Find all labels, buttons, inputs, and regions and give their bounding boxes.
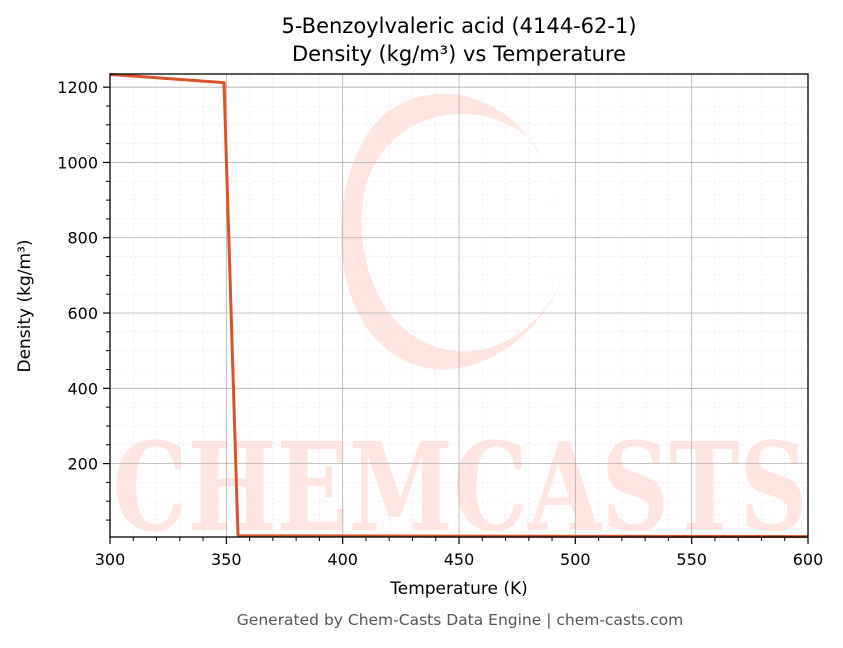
y-tick-label: 1000 <box>57 153 98 172</box>
x-tick-label: 600 <box>793 550 824 569</box>
y-tick-label: 800 <box>67 229 98 248</box>
x-tick-label: 550 <box>676 550 707 569</box>
x-tick-label: 350 <box>211 550 242 569</box>
x-axis-label: Temperature (K) <box>389 579 528 599</box>
y-tick-label: 1200 <box>57 78 98 97</box>
y-tick-label: 600 <box>67 304 98 323</box>
x-tick-label: 300 <box>95 550 126 569</box>
y-axis-ticks: 200 400 600 800 1000 1200 <box>57 78 110 521</box>
chart-subtitle: Density (kg/m³) vs Temperature <box>292 42 626 66</box>
x-tick-label: 400 <box>327 550 358 569</box>
x-tick-label: 450 <box>444 550 475 569</box>
watermark-logo <box>340 93 568 370</box>
x-tick-label: 500 <box>560 550 591 569</box>
y-tick-label: 400 <box>67 379 98 398</box>
chart-title: 5-Benzoylvaleric acid (4144-62-1) <box>281 14 636 38</box>
y-tick-label: 200 <box>67 455 98 474</box>
x-axis-ticks: 300 350 400 450 500 550 600 <box>95 537 824 569</box>
density-line <box>109 72 809 539</box>
y-axis-label: Density (kg/m³) <box>15 239 35 372</box>
watermark: CHEMCASTS <box>113 93 808 559</box>
footer-credit: Generated by Chem-Casts Data Engine | ch… <box>237 611 683 629</box>
